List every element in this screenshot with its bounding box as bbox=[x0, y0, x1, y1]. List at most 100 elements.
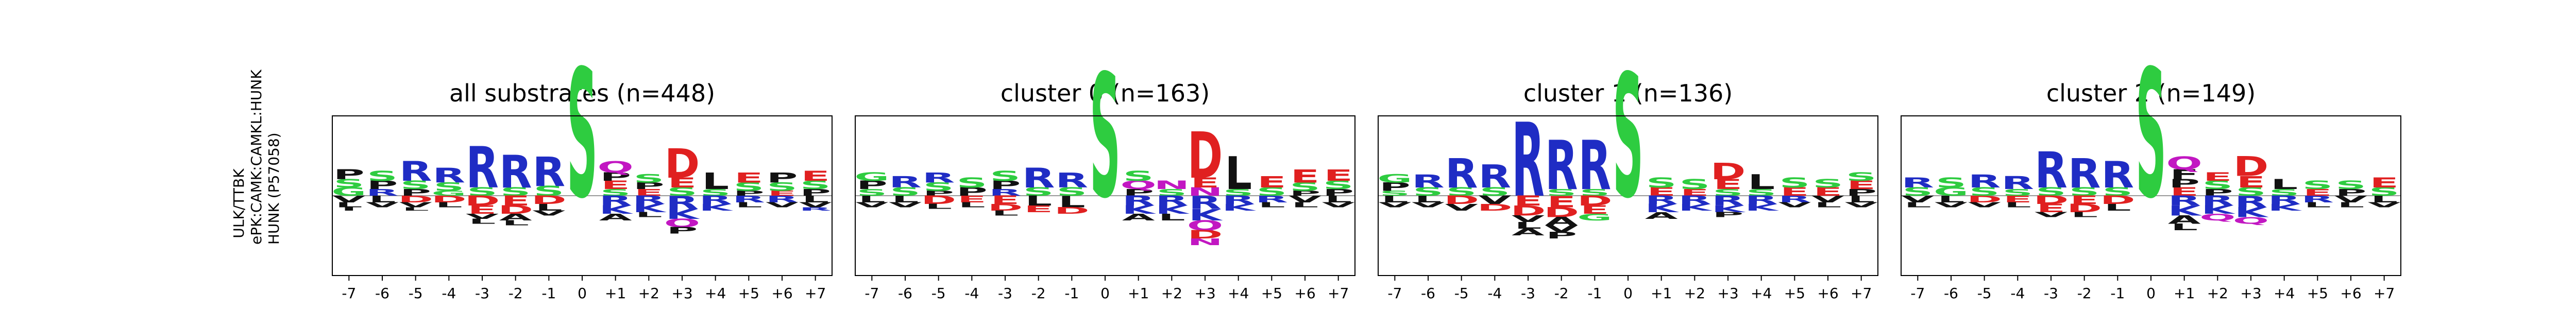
logo-letter-enriched: S bbox=[957, 175, 988, 191]
logo-letter-depleted: V bbox=[2035, 211, 2067, 218]
x-tick-label: +5 bbox=[1784, 285, 1805, 302]
x-tick-label: +6 bbox=[2340, 285, 2361, 302]
logo-letter-depleted: R bbox=[799, 207, 832, 212]
logo-letter-enriched: S bbox=[700, 187, 731, 198]
logo-letter-enriched: R bbox=[1445, 150, 1478, 198]
logo-letter-depleted: V bbox=[466, 213, 499, 220]
logo-letter-enriched: R bbox=[1902, 175, 1935, 191]
x-tick-label: +7 bbox=[1851, 285, 1872, 302]
logo-letter-depleted: D bbox=[1054, 205, 1090, 216]
logo-letter-enriched: S bbox=[600, 187, 631, 198]
x-tick-label: +2 bbox=[1684, 285, 1705, 302]
logo-letter-depleted: L bbox=[1292, 201, 1319, 209]
logo-letter-enriched: E bbox=[668, 175, 697, 191]
logo-letter-enriched: R bbox=[1056, 169, 1089, 193]
logo-letter-enriched: E bbox=[1780, 185, 1809, 198]
logo-letter-depleted: R bbox=[2201, 193, 2234, 209]
logo-letter-depleted: L bbox=[335, 201, 363, 209]
logo-letter-depleted: L bbox=[2337, 201, 2365, 209]
logo-letter-enriched: E bbox=[1291, 166, 1319, 187]
logo-letter-enriched: S bbox=[467, 185, 498, 198]
panel-frame bbox=[1901, 115, 2401, 276]
logo-letter-enriched: S bbox=[1680, 177, 1710, 192]
logo-letter-depleted: E bbox=[2037, 202, 2065, 215]
logo-letter-depleted: L bbox=[1904, 201, 1931, 209]
logo-letter-enriched: R bbox=[533, 149, 566, 196]
logo-letter-depleted: V bbox=[2334, 194, 2367, 204]
logo-letter-depleted: V bbox=[2368, 201, 2401, 209]
logo-letter-enriched: S bbox=[2335, 179, 2366, 192]
logo-letter-depleted: R bbox=[1156, 193, 1189, 209]
x-tick-label: +4 bbox=[1228, 285, 1249, 302]
logo-letter-enriched: P bbox=[956, 185, 988, 198]
logo-letter-enriched: S bbox=[2235, 185, 2266, 198]
logo-letter-enriched: E bbox=[1191, 175, 1219, 191]
logo-letter-enriched: S bbox=[923, 180, 954, 193]
logo-letter-enriched: S bbox=[500, 185, 531, 198]
x-tick-label: +6 bbox=[771, 285, 792, 302]
logo-letter-enriched: S bbox=[1413, 185, 1444, 198]
logo-letter-depleted: G bbox=[1577, 212, 1612, 222]
logo-letter-depleted: R bbox=[633, 194, 666, 207]
logo-letter-enriched: S bbox=[2069, 185, 2100, 198]
logo-letter-depleted: K bbox=[1222, 202, 1257, 213]
logo-letter-enriched: G bbox=[854, 170, 889, 183]
logo-letter-enriched: E bbox=[1680, 187, 1709, 198]
panel-frame bbox=[332, 115, 833, 276]
logo-letter-enriched: S bbox=[567, 32, 598, 237]
logo-letter-enriched: E bbox=[2203, 170, 2232, 183]
logo-letter-depleted: R bbox=[1745, 194, 1778, 207]
logo-letter-depleted: L bbox=[2104, 202, 2131, 213]
logo-letter-enriched: E bbox=[1814, 185, 1842, 198]
logo-letter-depleted: N bbox=[1187, 237, 1223, 247]
logo-letter-enriched: R bbox=[1512, 101, 1545, 220]
x-tick-label: -4 bbox=[1487, 285, 1502, 302]
logo-letter-enriched: L bbox=[702, 168, 729, 195]
logo-letter-enriched: S bbox=[990, 168, 1021, 184]
logo-letter-depleted: K bbox=[1155, 203, 1190, 216]
x-tick-label: +1 bbox=[2174, 285, 2195, 302]
logo-letter-depleted: L bbox=[535, 202, 563, 213]
logo-letter-enriched: R bbox=[2002, 173, 2035, 194]
logo-letter-depleted: R bbox=[1778, 194, 1811, 204]
logo-letter-depleted: D bbox=[2033, 194, 2069, 207]
logo-letter-enriched: S bbox=[1546, 187, 1577, 198]
logo-letter-enriched: S bbox=[634, 172, 665, 185]
x-tick-label: +5 bbox=[1261, 285, 1282, 302]
logo-letter-depleted: L bbox=[1381, 194, 1409, 204]
logo-letter-depleted: R bbox=[1256, 194, 1289, 204]
x-tick-label: -7 bbox=[1910, 285, 1925, 302]
x-tick-label: +4 bbox=[705, 285, 726, 302]
logo-letter-enriched: S bbox=[2136, 32, 2166, 237]
logo-letter-depleted: L bbox=[502, 219, 529, 227]
logo-letter-depleted: R bbox=[1645, 194, 1678, 207]
x-tick-label: -4 bbox=[442, 285, 456, 302]
logo-letter-enriched: S bbox=[1812, 177, 1843, 190]
x-tick-label: -6 bbox=[898, 285, 912, 302]
x-tick-label: +3 bbox=[2240, 285, 2261, 302]
logo-letter-depleted: A bbox=[499, 212, 532, 222]
logo-letter-enriched: R bbox=[922, 170, 955, 185]
x-tick-label: 0 bbox=[2146, 285, 2156, 302]
logo-letter-enriched: S bbox=[1480, 185, 1511, 198]
logo-letter-enriched: Q bbox=[2166, 152, 2202, 174]
x-tick-label: -7 bbox=[342, 285, 356, 302]
logo-letter-depleted: A bbox=[2168, 213, 2201, 226]
logo-letter-enriched: P bbox=[400, 187, 431, 198]
logo-letter-enriched: S bbox=[1646, 175, 1677, 191]
logo-letter-enriched: R bbox=[1968, 170, 2001, 192]
x-tick-label: -3 bbox=[998, 285, 1012, 302]
logo-letter-depleted: K bbox=[1711, 204, 1747, 214]
logo-letter-depleted: K bbox=[632, 202, 667, 215]
logo-letter-depleted: D bbox=[1188, 228, 1223, 241]
logo-letter-enriched: S bbox=[2103, 185, 2133, 198]
logo-letter-enriched: S bbox=[1157, 187, 1188, 198]
x-tick-label: -2 bbox=[509, 285, 523, 302]
logo-letter-enriched: S bbox=[2202, 179, 2233, 192]
logo-letter-depleted: R bbox=[2168, 193, 2201, 209]
logo-letter-depleted: V bbox=[889, 201, 922, 209]
logo-letter-enriched: E bbox=[2236, 173, 2265, 191]
logo-letter-depleted: D bbox=[988, 202, 1023, 213]
logo-letter-depleted: K bbox=[1645, 202, 1680, 215]
